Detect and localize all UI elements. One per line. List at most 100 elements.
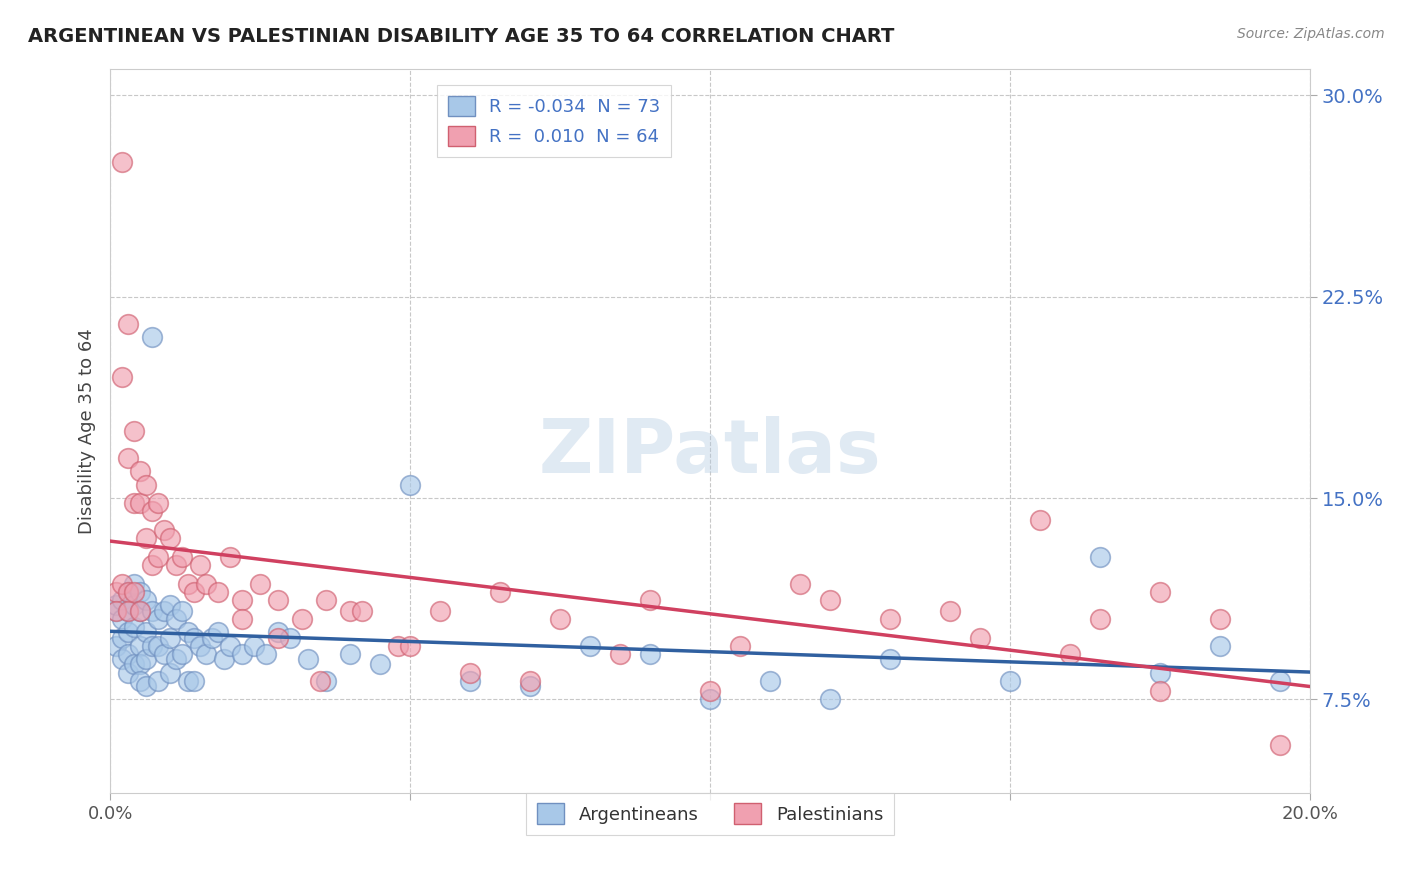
Point xyxy=(458,673,481,688)
Point xyxy=(117,625,139,640)
Point xyxy=(267,625,290,640)
Point xyxy=(146,612,169,626)
Point xyxy=(122,424,145,438)
Point xyxy=(146,639,169,653)
Point xyxy=(105,604,128,618)
Point xyxy=(129,585,152,599)
Point xyxy=(111,155,134,169)
Point xyxy=(177,673,200,688)
Point xyxy=(309,673,332,688)
Point xyxy=(219,639,242,653)
Point xyxy=(117,604,139,618)
Point xyxy=(195,577,218,591)
Point xyxy=(122,577,145,591)
Point xyxy=(219,550,242,565)
Point xyxy=(207,585,229,599)
Point xyxy=(1268,673,1291,688)
Point xyxy=(183,585,205,599)
Point xyxy=(1029,512,1052,526)
Point xyxy=(122,585,145,599)
Point xyxy=(172,647,194,661)
Point xyxy=(1149,684,1171,698)
Point xyxy=(141,639,163,653)
Point xyxy=(172,604,194,618)
Point xyxy=(153,647,176,661)
Point xyxy=(1088,550,1111,565)
Point xyxy=(969,631,991,645)
Point xyxy=(231,593,253,607)
Point xyxy=(339,604,361,618)
Point xyxy=(267,593,290,607)
Point xyxy=(207,625,229,640)
Text: ZIPatlas: ZIPatlas xyxy=(538,417,882,489)
Point xyxy=(177,625,200,640)
Point xyxy=(352,604,374,618)
Point xyxy=(153,523,176,537)
Point xyxy=(399,477,422,491)
Point xyxy=(141,558,163,573)
Point xyxy=(879,652,901,666)
Point xyxy=(129,464,152,478)
Point xyxy=(159,531,181,545)
Point xyxy=(519,673,541,688)
Point xyxy=(195,647,218,661)
Point xyxy=(879,612,901,626)
Point xyxy=(759,673,782,688)
Point xyxy=(315,673,337,688)
Point xyxy=(638,593,661,607)
Point xyxy=(135,593,157,607)
Point xyxy=(159,665,181,680)
Point xyxy=(146,496,169,510)
Point xyxy=(519,679,541,693)
Point xyxy=(339,647,361,661)
Point xyxy=(111,631,134,645)
Point xyxy=(1149,585,1171,599)
Point xyxy=(159,599,181,613)
Point xyxy=(1088,612,1111,626)
Point xyxy=(105,639,128,653)
Point xyxy=(254,647,277,661)
Point xyxy=(141,504,163,518)
Point xyxy=(159,631,181,645)
Point xyxy=(315,593,337,607)
Point xyxy=(387,639,409,653)
Point xyxy=(111,593,134,607)
Legend: Argentineans, Palestinians: Argentineans, Palestinians xyxy=(526,792,894,835)
Point xyxy=(122,496,145,510)
Point xyxy=(111,577,134,591)
Point xyxy=(111,652,134,666)
Point xyxy=(111,370,134,384)
Point xyxy=(548,612,571,626)
Point xyxy=(117,450,139,465)
Point xyxy=(165,612,187,626)
Point xyxy=(153,604,176,618)
Point xyxy=(117,585,139,599)
Point xyxy=(638,647,661,661)
Point xyxy=(818,692,841,706)
Point xyxy=(998,673,1021,688)
Point xyxy=(818,593,841,607)
Point xyxy=(105,604,128,618)
Point xyxy=(135,477,157,491)
Point xyxy=(111,612,134,626)
Point xyxy=(129,657,152,672)
Point xyxy=(122,657,145,672)
Point xyxy=(267,631,290,645)
Point xyxy=(105,585,128,599)
Point xyxy=(129,604,152,618)
Point xyxy=(117,604,139,618)
Point xyxy=(278,631,301,645)
Point xyxy=(129,604,152,618)
Point xyxy=(129,673,152,688)
Point xyxy=(1209,612,1232,626)
Point xyxy=(429,604,451,618)
Point xyxy=(1059,647,1081,661)
Point xyxy=(188,639,211,653)
Point xyxy=(939,604,962,618)
Point xyxy=(141,330,163,344)
Point xyxy=(117,647,139,661)
Point xyxy=(135,531,157,545)
Point xyxy=(129,639,152,653)
Point xyxy=(297,652,319,666)
Point xyxy=(146,550,169,565)
